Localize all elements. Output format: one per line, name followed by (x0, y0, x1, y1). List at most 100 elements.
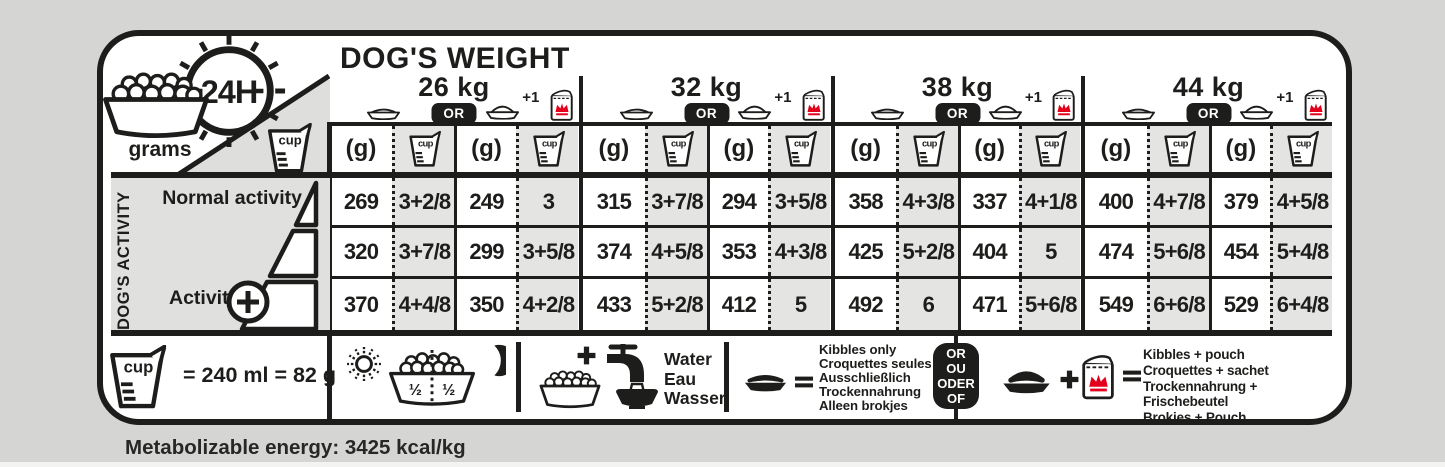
svg-text:cup: cup (671, 138, 687, 149)
table-row: 358 4+3/8 337 4+1/8 (835, 178, 1080, 225)
or-badge: OR (684, 103, 729, 124)
bowl-kibbles-only-icon (365, 105, 402, 120)
pouch-icon (1051, 89, 1077, 122)
measuring-cup-icon: cup (784, 131, 817, 167)
table-row: 549 6+6/8 529 6+4/8 (1085, 279, 1332, 330)
grams-value: 400 (1098, 188, 1134, 214)
kibbles-only-label: Kibbles only Croquettes seules Ausschlie… (819, 342, 932, 413)
plus-icon (237, 291, 259, 313)
grams-value: 549 (1098, 291, 1134, 317)
grams-value: 492 (848, 291, 883, 317)
or-badge: OR (935, 103, 980, 124)
grams-header: (g) (957, 126, 1019, 172)
bowl-kibbles-only-icon (869, 105, 906, 120)
bowl-kibbles-only-icon (618, 105, 655, 120)
legend-row: cup = 240 ml = 82 g ½ ½ (103, 336, 1332, 419)
activity-axis-label: DOG'S ACTIVITY (115, 191, 133, 330)
cup-value: 3+7/8 (392, 228, 454, 276)
activity-wedge-icon (226, 180, 319, 332)
grams-value: 471 (957, 279, 1019, 330)
cup-value: 4+7/8 (1146, 178, 1209, 225)
24h-clock-icon: 24H (172, 36, 286, 148)
or-badge: OR (1186, 103, 1231, 124)
plus-one-label: +1 (522, 89, 540, 106)
grams-header: (g) (345, 135, 377, 162)
cup-value: 6+4/8 (1270, 279, 1332, 330)
cup-header: cup (392, 126, 454, 172)
bowl-with-pouch-icon (484, 102, 521, 120)
table-row: 433 5+2/8 412 5 (583, 279, 830, 330)
grams-value: 404 (957, 228, 1019, 276)
weight-label: 32 kg (670, 72, 743, 102)
svg-text:cup: cup (124, 358, 154, 377)
plus-one-label: +1 (1024, 89, 1042, 106)
svg-text:cup: cup (279, 133, 302, 148)
weight-label: 38 kg (921, 72, 994, 102)
bowl-with-pouch-icon (1238, 102, 1275, 120)
grams-value: 374 (596, 239, 632, 264)
group-divider (578, 76, 583, 330)
pouch-icon (1080, 354, 1117, 401)
cup-value: 4+4/8 (392, 279, 454, 330)
grams-value: 454 (1208, 228, 1271, 276)
cup-value: 5+2/8 (896, 228, 958, 276)
metabolizable-energy: Metabolizable energy: 3425 kcal/kg (125, 436, 466, 459)
header-body-rule (111, 172, 1332, 178)
cup-header: cup (644, 126, 707, 172)
icon-row: OR +1 (835, 89, 1080, 124)
table-row: 474 5+6/8 454 5+4/8 (1085, 228, 1332, 276)
pouch-icon (549, 89, 575, 122)
measuring-cup-icon: cup (1034, 131, 1067, 167)
kibbles-pouch-label: Kibbles + pouch Croquettes + sachet Troc… (1143, 347, 1269, 425)
svg-text:cup: cup (542, 138, 558, 149)
table-row: 320 3+7/8 299 3+5/8 (330, 228, 578, 276)
grams-value: 412 (706, 279, 769, 330)
weight-group-44kg: 44 kg OR +1 (g) cup (g) cup 400 4+7/8 37… (1085, 72, 1332, 330)
table-row: 400 4+7/8 379 4+5/8 (1085, 178, 1332, 225)
plus-one-label: +1 (774, 89, 792, 106)
plus-one-label: +1 (1276, 89, 1294, 106)
icon-row: OR +1 (583, 89, 830, 124)
split-meal-bowl-icon: ½ ½ (389, 349, 475, 406)
cup-value: 4+2/8 (516, 279, 578, 330)
cup-header: cup (1270, 126, 1332, 172)
grams-header: (g) (454, 126, 516, 172)
svg-text:cup: cup (1044, 138, 1060, 149)
bowl-kibbles-only-icon (742, 370, 789, 394)
cup-value: 3 (516, 178, 578, 225)
svg-text:cup: cup (922, 138, 938, 149)
measuring-cup-icon: cup (107, 345, 167, 409)
cup-value: 4+1/8 (1018, 178, 1080, 225)
group-divider (1080, 76, 1085, 330)
grams-value: 358 (848, 188, 883, 214)
icon-row: OR +1 (1085, 89, 1332, 124)
grams-value: 269 (343, 188, 379, 214)
measuring-cup-icon: cup (408, 131, 441, 167)
cup-value: 6+6/8 (1146, 279, 1209, 330)
measuring-cup-icon: cup (263, 123, 315, 173)
grams-value: 249 (454, 178, 516, 225)
cup-value: 5+6/8 (1018, 279, 1080, 330)
bowl-with-pouch-icon (987, 102, 1024, 120)
cup-header: cup (1018, 126, 1080, 172)
measuring-cup-icon: cup (661, 131, 694, 167)
table-row: 374 4+5/8 353 4+3/8 (583, 228, 830, 276)
grams-header: (g) (1100, 135, 1132, 162)
feeding-table-panel: 24H grams cup DOG'S WEIGHT 26 kg OR +1 (… (97, 30, 1352, 425)
equals-icon (1123, 370, 1141, 382)
sun-icon (347, 347, 381, 381)
subheader-row: (g) cup (g) cup (835, 126, 1080, 172)
half-portion-label: ½ (442, 382, 455, 399)
legend-divider (516, 342, 521, 412)
grams-value: 379 (1208, 178, 1271, 225)
food-bowl-icon (97, 70, 215, 143)
activity-label: Activity (169, 287, 240, 309)
measuring-cup-icon: cup (1163, 131, 1196, 167)
subheader-row: (g) cup (g) cup (583, 126, 830, 172)
grams-value: 315 (596, 188, 632, 214)
cup-value: 4+5/8 (644, 228, 707, 276)
svg-text:24H: 24H (201, 74, 258, 110)
grams-header: (g) (706, 126, 769, 172)
svg-text:cup: cup (418, 138, 434, 149)
plus-icon (1060, 370, 1079, 389)
